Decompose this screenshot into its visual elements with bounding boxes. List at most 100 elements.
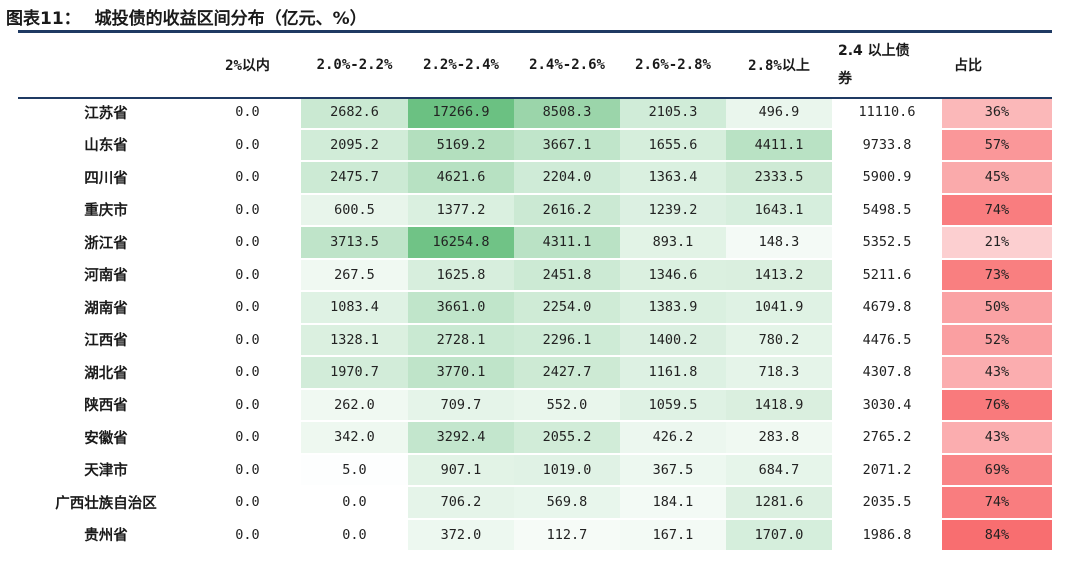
bucket-cell: 0.0 <box>194 97 301 130</box>
province-cell: 浙江省 <box>18 226 194 260</box>
province-cell: 江西省 <box>18 323 194 357</box>
bonds-above-cell: 4679.8 <box>832 291 942 325</box>
share-cell: 45% <box>942 161 1052 195</box>
bucket-cell: 709.7 <box>408 388 514 422</box>
figure-caption: 城投债的收益区间分布（亿元、%） <box>94 9 367 29</box>
bucket-cell: 2475.7 <box>301 161 408 195</box>
province-cell: 陕西省 <box>18 388 194 422</box>
bucket-cell: 1655.6 <box>620 128 726 162</box>
table-row: 山东省 0.0 2095.2 5169.2 3667.1 1655.6 4411.1 9733… <box>18 128 1052 162</box>
bucket-cell: 262.0 <box>301 388 408 422</box>
bucket-cell: 1625.8 <box>408 258 514 292</box>
share-cell: 52% <box>942 323 1052 357</box>
bucket-cell: 2427.7 <box>514 356 620 390</box>
province-cell: 广西壮族自治区 <box>18 486 194 520</box>
bucket-cell: 2616.2 <box>514 193 620 227</box>
bucket-cell: 0.0 <box>194 356 301 390</box>
bucket-cell: 1643.1 <box>726 193 832 227</box>
bucket-cell: 184.1 <box>620 486 726 520</box>
bucket-cell: 600.5 <box>301 193 408 227</box>
bucket-cell: 1970.7 <box>301 356 408 390</box>
bucket-cell: 1328.1 <box>301 323 408 357</box>
bucket-cell: 0.0 <box>301 486 408 520</box>
table-row: 湖北省 0.0 1970.7 3770.1 2427.7 1161.8 718.3 4307.… <box>18 356 1052 390</box>
table-body: 江苏省 0.0 2682.6 17266.9 8508.3 2105.3 496.9 1111… <box>18 97 1052 552</box>
table-row: 江西省 0.0 1328.1 2728.1 2296.1 1400.2 780.2 4476.… <box>18 323 1052 357</box>
share-cell: 43% <box>942 356 1052 390</box>
bucket-cell: 1707.0 <box>726 518 832 552</box>
header-bucket: 2%以内 <box>225 58 270 74</box>
bucket-cell: 1363.4 <box>620 161 726 195</box>
table-row: 江苏省 0.0 2682.6 17266.9 8508.3 2105.3 496.9 1111… <box>18 97 1052 130</box>
bucket-cell: 112.7 <box>514 518 620 552</box>
bucket-cell: 267.5 <box>301 258 408 292</box>
bonds-above-cell: 1986.8 <box>832 518 942 552</box>
share-cell: 84% <box>942 518 1052 552</box>
bucket-cell: 907.1 <box>408 453 514 487</box>
bucket-cell: 2055.2 <box>514 421 620 455</box>
bucket-cell: 283.8 <box>726 421 832 455</box>
bucket-cell: 0.0 <box>194 453 301 487</box>
table-row: 贵州省 0.0 0.0 372.0 112.7 167.1 1707.0 1986.8 84% <box>18 518 1052 552</box>
bonds-above-cell: 4476.5 <box>832 323 942 357</box>
bucket-cell: 8508.3 <box>514 97 620 130</box>
bucket-cell: 1377.2 <box>408 193 514 227</box>
table-row: 河南省 0.0 267.5 1625.8 2451.8 1346.6 1413.2 5211.… <box>18 258 1052 292</box>
bucket-cell: 1418.9 <box>726 388 832 422</box>
bucket-cell: 3667.1 <box>514 128 620 162</box>
bucket-cell: 1083.4 <box>301 291 408 325</box>
share-cell: 43% <box>942 421 1052 455</box>
bucket-cell: 0.0 <box>194 258 301 292</box>
province-cell: 重庆市 <box>18 193 194 227</box>
header-bucket: 2.8%以上 <box>748 58 810 74</box>
province-cell: 山东省 <box>18 128 194 162</box>
bucket-cell: 496.9 <box>726 97 832 130</box>
header-bonds-line1: 2.4 以上债 <box>838 43 910 59</box>
bucket-cell: 167.1 <box>620 518 726 552</box>
table-row: 重庆市 0.0 600.5 1377.2 2616.2 1239.2 1643.1 5498.… <box>18 193 1052 227</box>
bucket-cell: 0.0 <box>194 518 301 552</box>
bucket-cell: 0.0 <box>194 291 301 325</box>
bucket-cell: 569.8 <box>514 486 620 520</box>
bucket-cell: 5.0 <box>301 453 408 487</box>
table-row: 浙江省 0.0 3713.5 16254.8 4311.1 893.1 148.3 5352.… <box>18 226 1052 260</box>
header-bucket: 2.6%-2.8% <box>635 57 711 73</box>
table-row: 陕西省 0.0 262.0 709.7 552.0 1059.5 1418.9 3030.4 7… <box>18 388 1052 422</box>
bucket-cell: 1019.0 <box>514 453 620 487</box>
bonds-above-cell: 2035.5 <box>832 486 942 520</box>
top-rule <box>18 30 1052 33</box>
bucket-cell: 1346.6 <box>620 258 726 292</box>
share-cell: 73% <box>942 258 1052 292</box>
bonds-above-cell: 5900.9 <box>832 161 942 195</box>
province-cell: 安徽省 <box>18 421 194 455</box>
bucket-cell: 2105.3 <box>620 97 726 130</box>
table-row: 四川省 0.0 2475.7 4621.6 2204.0 1363.4 2333.5 5900… <box>18 161 1052 195</box>
bucket-cell: 2682.6 <box>301 97 408 130</box>
table-row: 天津市 0.0 5.0 907.1 1019.0 367.5 684.7 2071.2 69% <box>18 453 1052 487</box>
share-cell: 74% <box>942 193 1052 227</box>
bonds-above-cell: 2071.2 <box>832 453 942 487</box>
province-cell: 天津市 <box>18 453 194 487</box>
bucket-cell: 342.0 <box>301 421 408 455</box>
bucket-cell: 0.0 <box>194 161 301 195</box>
bucket-cell: 1161.8 <box>620 356 726 390</box>
share-cell: 69% <box>942 453 1052 487</box>
bonds-above-cell: 3030.4 <box>832 388 942 422</box>
bucket-cell: 4311.1 <box>514 226 620 260</box>
header-bucket: 2.4%-2.6% <box>529 57 605 73</box>
bucket-cell: 3713.5 <box>301 226 408 260</box>
bucket-cell: 4621.6 <box>408 161 514 195</box>
bucket-cell: 2204.0 <box>514 161 620 195</box>
bucket-cell: 2451.8 <box>514 258 620 292</box>
share-cell: 36% <box>942 97 1052 130</box>
province-cell: 湖南省 <box>18 291 194 325</box>
table-row: 广西壮族自治区 0.0 0.0 706.2 569.8 184.1 1281.6 2035.5… <box>18 486 1052 520</box>
province-cell: 河南省 <box>18 258 194 292</box>
header-bucket: 2.0%-2.2% <box>316 57 393 73</box>
bonds-above-cell: 9733.8 <box>832 128 942 162</box>
bucket-cell: 3770.1 <box>408 356 514 390</box>
bucket-cell: 16254.8 <box>408 226 514 260</box>
header-bonds-above-2-4: 2.4 以上债券 <box>832 33 942 97</box>
bucket-cell: 2728.1 <box>408 323 514 357</box>
bucket-cell: 2254.0 <box>514 291 620 325</box>
